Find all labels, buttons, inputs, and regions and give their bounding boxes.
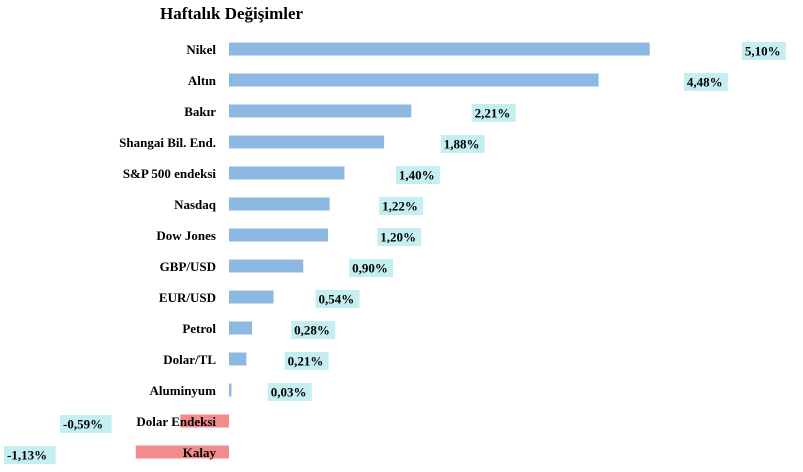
data-label-box bbox=[315, 290, 360, 308]
category-label: Kalay bbox=[183, 445, 217, 460]
bar-dolar-endeksi bbox=[180, 414, 229, 428]
data-label-box bbox=[377, 228, 422, 246]
data-label-box bbox=[471, 104, 516, 122]
category-label: Dolar Endeksi bbox=[136, 414, 216, 429]
category-label: Bakır bbox=[184, 104, 216, 119]
bar-eur-usd bbox=[229, 290, 274, 304]
data-label: 2,21% bbox=[475, 106, 511, 121]
data-label-box bbox=[683, 73, 728, 91]
bar-petrol bbox=[229, 321, 253, 335]
bar-dolar-tl bbox=[229, 352, 247, 366]
bar-gbp-usd bbox=[229, 259, 304, 273]
bar-nikel bbox=[229, 42, 650, 56]
data-label-box bbox=[284, 352, 329, 370]
data-label: 0,03% bbox=[271, 385, 307, 400]
bar-altın bbox=[229, 73, 599, 87]
chart-title: Haftalık Değişimler bbox=[160, 4, 304, 23]
category-label: Aluminyum bbox=[150, 383, 217, 398]
data-label: -1,13% bbox=[7, 448, 47, 463]
data-label: 0,54% bbox=[318, 292, 354, 307]
data-label-box bbox=[4, 446, 56, 464]
data-label-box bbox=[60, 415, 112, 433]
category-label: GBP/USD bbox=[160, 259, 216, 274]
bar-nasdaq bbox=[229, 197, 330, 211]
category-label: Shangai Bil. End. bbox=[119, 135, 216, 150]
category-label: Altın bbox=[188, 73, 217, 88]
data-label: 1,20% bbox=[380, 230, 416, 245]
category-label: Petrol bbox=[182, 321, 216, 336]
data-label: 1,40% bbox=[399, 168, 435, 183]
data-label: 0,21% bbox=[288, 354, 324, 369]
bar-dow-jones bbox=[229, 228, 328, 242]
data-label-box bbox=[349, 259, 394, 277]
category-label: Dolar/TL bbox=[163, 352, 216, 367]
bar-aluminyum bbox=[229, 383, 232, 397]
bar-shangai-bil-end bbox=[229, 135, 385, 149]
data-label: 1,22% bbox=[382, 199, 418, 214]
category-label: Dow Jones bbox=[156, 228, 216, 243]
bar-s-p-500-endeksi bbox=[229, 166, 345, 180]
data-label-box bbox=[395, 166, 440, 184]
bar-bakır bbox=[229, 104, 412, 118]
data-label: 1,88% bbox=[444, 137, 480, 152]
data-label: -0,59% bbox=[63, 417, 103, 432]
category-label: Nasdaq bbox=[174, 197, 217, 212]
data-label: 5,10% bbox=[745, 44, 781, 59]
data-label-box bbox=[440, 135, 485, 153]
data-label: 0,90% bbox=[352, 261, 388, 276]
data-label-box bbox=[741, 42, 786, 60]
bar-kalay bbox=[135, 445, 229, 459]
data-label: 4,48% bbox=[687, 75, 723, 90]
category-label: EUR/USD bbox=[159, 290, 216, 305]
data-label-box bbox=[291, 321, 336, 339]
data-label-box bbox=[379, 197, 424, 215]
category-label: Nikel bbox=[186, 42, 216, 57]
category-label: S&P 500 endeksi bbox=[123, 166, 217, 181]
data-label-box bbox=[267, 383, 312, 401]
data-label: 0,28% bbox=[294, 323, 330, 338]
